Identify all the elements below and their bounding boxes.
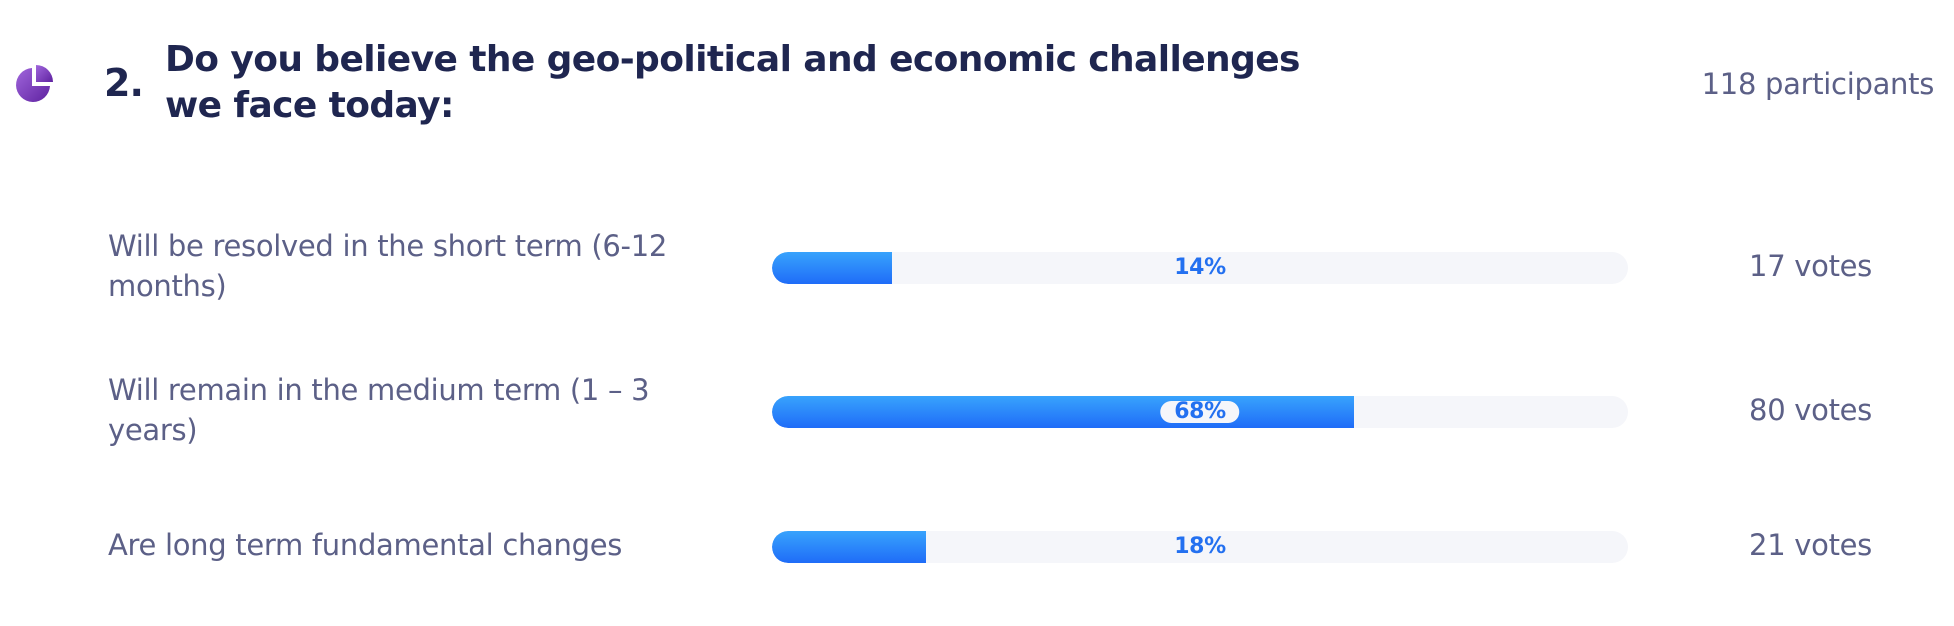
percent-label: 14% [1174, 255, 1226, 280]
vote-count: 80 votes [1749, 393, 1872, 427]
result-bar-track: 14% [772, 252, 1628, 284]
result-bar-fill [772, 252, 892, 284]
vote-count: 17 votes [1749, 249, 1872, 283]
result-bar-track: 18% [772, 531, 1628, 563]
option-label: Are long term fundamental changes [108, 528, 623, 562]
option-label: Will remain in the medium term (1 – 3 ye… [108, 373, 650, 447]
pie-chart-icon [16, 65, 53, 102]
result-bar-track: 68% [772, 396, 1628, 428]
percent-label: 18% [1174, 534, 1226, 559]
question-number: 2. [104, 61, 144, 105]
result-bar-fill [772, 396, 1355, 428]
result-bar-fill [772, 531, 927, 563]
percent-label: 68% [1160, 401, 1240, 423]
option-label: Will be resolved in the short term (6-12… [108, 229, 667, 303]
participants-count: 118 participants [1701, 67, 1935, 101]
question-title: Do you believe the geo-political and eco… [165, 39, 1300, 126]
vote-count: 21 votes [1749, 528, 1872, 562]
